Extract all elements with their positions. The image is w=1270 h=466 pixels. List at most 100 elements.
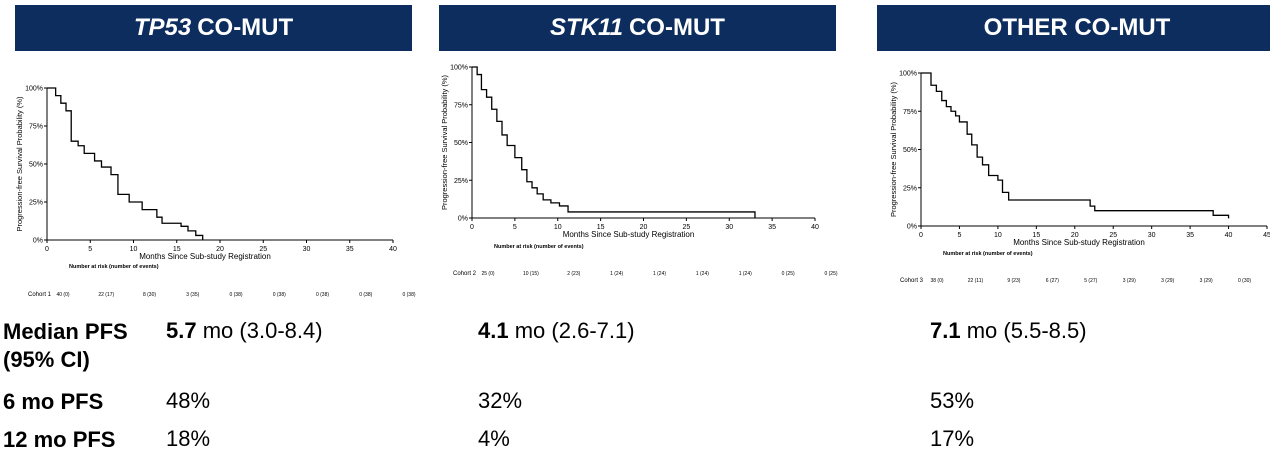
- y-tick-label: 25%: [29, 200, 43, 207]
- median-pfs-tp53: 5.7 mo (3.0-8.4): [166, 318, 323, 343]
- x-tick-label: 30: [1148, 232, 1156, 239]
- risk-value: 0 (30): [1238, 278, 1251, 284]
- pfs12-tp53: 18%: [166, 426, 211, 451]
- y-tick-label: 25%: [903, 185, 917, 192]
- header-banner-other: OTHER CO-MUT: [877, 5, 1270, 51]
- x-tick-label: 5: [513, 224, 517, 231]
- banner-gene: TP53: [133, 14, 192, 41]
- km-chart-stk11: 0 5 10 15 20 25 30 35 40 0% 25% 50% 75% 100% Months Si…: [440, 65, 838, 278]
- risk-value: 22 (17): [98, 292, 114, 298]
- x-tick-label: 40: [811, 224, 819, 231]
- risk-value: 9 (23): [1007, 278, 1020, 284]
- risk-value: 40 (0): [56, 292, 69, 298]
- pfs6-label: 6 mo PFS: [3, 389, 104, 414]
- risk-value: 5 (27): [1084, 278, 1097, 284]
- x-tick-label: 15: [597, 224, 605, 231]
- x-tick-label: 30: [303, 246, 311, 253]
- pfs6-other: 53%: [930, 388, 975, 413]
- risk-value: 0 (38): [359, 292, 372, 298]
- x-tick-label: 45: [1263, 232, 1270, 239]
- risk-cohort-label: Cohort 1: [28, 292, 52, 298]
- y-tick-label: 0%: [33, 238, 43, 245]
- pfs12-other: 17%: [930, 426, 975, 451]
- y-tick-label: 25%: [454, 178, 468, 185]
- risk-value: 0 (38): [316, 292, 329, 298]
- risk-value: 0 (38): [402, 292, 415, 298]
- risk-value: 1 (24): [610, 271, 623, 277]
- header-banner-stk11: STK11 CO-MUT: [439, 5, 836, 51]
- x-axis-label: Months Since Sub-study Registration: [563, 230, 695, 239]
- x-tick-label: 0: [45, 246, 49, 253]
- x-axis-label: Months Since Sub-study Registration: [1013, 238, 1145, 247]
- x-tick-label: 10: [130, 246, 138, 253]
- risk-value: 1 (24): [653, 271, 666, 277]
- x-tick-label: 15: [173, 246, 181, 253]
- x-tick-label: 25: [1109, 232, 1117, 239]
- y-tick-label: 100%: [25, 86, 43, 93]
- y-tick-label: 100%: [450, 65, 468, 72]
- risk-value: 38 (0): [930, 278, 943, 284]
- risk-value: 0 (25): [782, 271, 795, 277]
- pfs6-tp53: 48%: [166, 388, 211, 413]
- x-tick-label: 5: [957, 232, 961, 239]
- risk-value: 0 (38): [273, 292, 286, 298]
- y-tick-label: 75%: [903, 109, 917, 116]
- survival-curve: [472, 66, 756, 218]
- risk-cohort-label: Cohort 3: [900, 278, 924, 284]
- y-tick-label: 75%: [29, 124, 43, 131]
- y-tick-label: 50%: [903, 147, 917, 154]
- x-tick-label: 35: [1186, 232, 1194, 239]
- banner-gene: STK11: [550, 14, 623, 41]
- header-banner-tp53: TP53 CO-MUT: [15, 5, 412, 51]
- risk-value: 3 (35): [186, 292, 199, 298]
- risk-value: 0 (38): [229, 292, 242, 298]
- risk-table-title: Number at risk (number of events): [943, 251, 1033, 257]
- x-tick-label: 30: [725, 224, 733, 231]
- risk-value: 2 (23): [567, 271, 580, 277]
- risk-value: 1 (24): [739, 271, 752, 277]
- median-pfs-stk11: 4.1 mo (2.6-7.1): [478, 318, 635, 343]
- y-tick-label: 50%: [454, 140, 468, 147]
- x-tick-label: 25: [682, 224, 690, 231]
- y-axis-label: Progression-free Survival Probability (%…: [440, 74, 449, 210]
- y-tick-label: 100%: [899, 71, 917, 78]
- y-tick-label: 0%: [458, 216, 468, 223]
- x-tick-label: 40: [1225, 232, 1233, 239]
- pfs6-stk11: 32%: [478, 388, 523, 413]
- median-pfs-label: Median PFS (95% CI): [3, 319, 128, 372]
- banner-suffix: OTHER CO-MUT: [983, 14, 1171, 41]
- x-tick-label: 10: [554, 224, 562, 231]
- risk-value: 22 (11): [968, 278, 984, 284]
- x-axis-label: Months Since Sub-study Registration: [139, 252, 271, 261]
- x-tick-label: 20: [216, 246, 224, 253]
- risk-value: 8 (30): [143, 292, 156, 298]
- x-tick-label: 40: [389, 246, 397, 253]
- y-tick-label: 0%: [907, 224, 917, 231]
- pfs12-label: 12 mo PFS: [3, 427, 116, 452]
- x-tick-label: 35: [768, 224, 776, 231]
- banner-suffix: CO-MUT: [628, 14, 725, 41]
- survival-curve: [921, 72, 1230, 219]
- km-chart-other: 0 5 10 15 20 25 30 35 40 45 0% 25% 50% 75% 100% Months …: [889, 71, 1270, 285]
- risk-cohort-label: Cohort 2: [453, 271, 477, 277]
- risk-value: 3 (29): [1200, 278, 1213, 284]
- survival-curve: [47, 87, 204, 240]
- risk-value: 6 (27): [1046, 278, 1059, 284]
- x-tick-label: 20: [1071, 232, 1079, 239]
- x-tick-label: 10: [994, 232, 1002, 239]
- risk-value: 3 (29): [1123, 278, 1136, 284]
- x-tick-label: 20: [640, 224, 648, 231]
- risk-value: 1 (24): [696, 271, 709, 277]
- x-tick-label: 0: [919, 232, 923, 239]
- risk-value: 10 (15): [523, 271, 539, 277]
- y-tick-label: 50%: [29, 162, 43, 169]
- banner-suffix: CO-MUT: [197, 14, 294, 41]
- pfs12-stk11: 4%: [478, 426, 510, 451]
- risk-table-title: Number at risk (number of events): [69, 264, 159, 270]
- risk-value: 0 (25): [824, 271, 837, 277]
- x-tick-label: 15: [1032, 232, 1040, 239]
- risk-table-title: Number at risk (number of events): [494, 244, 584, 250]
- x-tick-label: 5: [88, 246, 92, 253]
- y-axis-label: Progression-free Survival Probability (%…: [15, 96, 24, 232]
- risk-value: 25 (0): [481, 271, 494, 277]
